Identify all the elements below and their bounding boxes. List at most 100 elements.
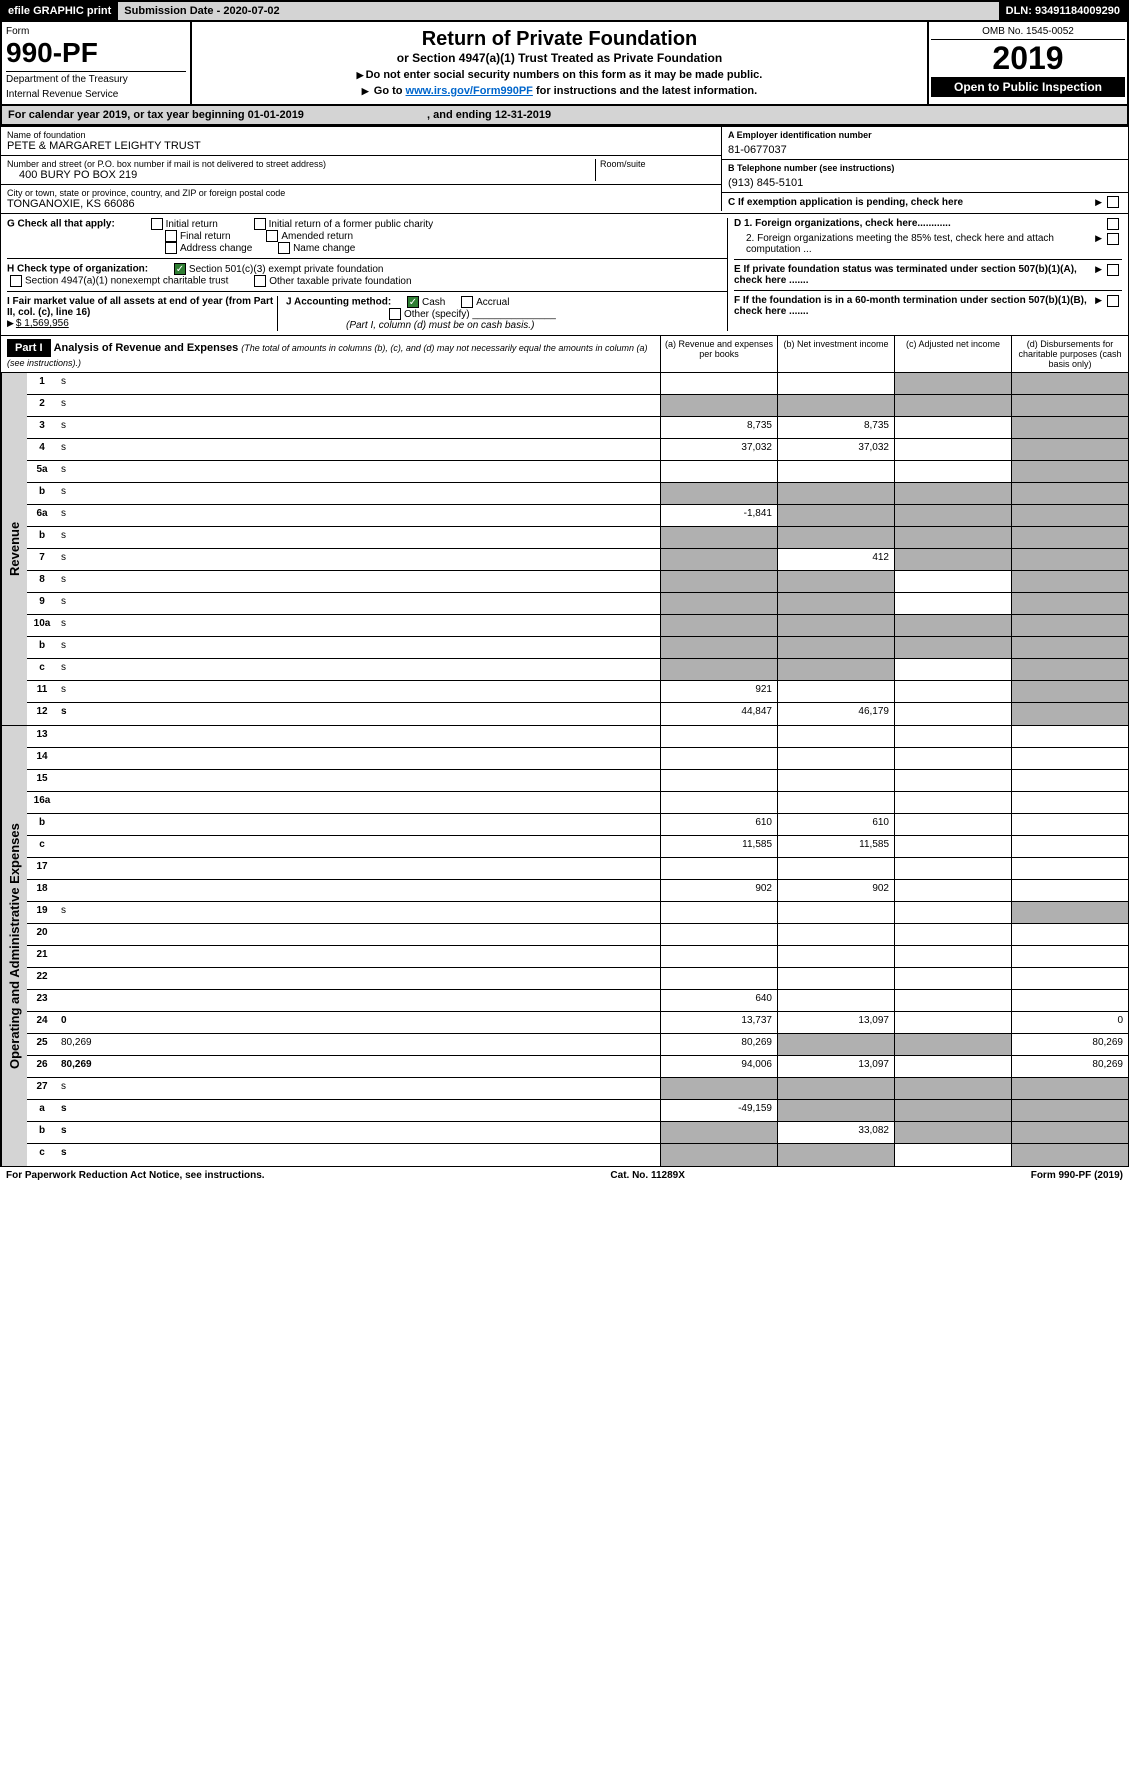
cell-shaded: [777, 659, 894, 680]
row-desc: s: [57, 549, 660, 570]
cell: [1011, 726, 1128, 747]
subtitle: or Section 4947(a)(1) Trust Treated as P…: [198, 51, 921, 65]
exemption-row: C If exemption application is pending, c…: [721, 193, 1128, 211]
table-row: c11,58511,585: [27, 836, 1128, 858]
table-row: 11s921: [27, 681, 1128, 703]
table-row: 16a: [27, 792, 1128, 814]
checkbox-h2[interactable]: [10, 275, 22, 287]
row-num: 13: [27, 726, 57, 747]
cell-shaded: [1011, 549, 1128, 570]
row-num: 15: [27, 770, 57, 791]
row-desc: s: [57, 527, 660, 548]
checkbox-e[interactable]: [1107, 264, 1119, 276]
cell: 902: [660, 880, 777, 901]
cell-shaded: [894, 395, 1011, 416]
cell-shaded: [660, 659, 777, 680]
cell: 610: [777, 814, 894, 835]
cell: [894, 770, 1011, 791]
cell: [894, 748, 1011, 769]
row-desc: 0: [57, 1012, 660, 1033]
checkbox-j1[interactable]: [407, 296, 419, 308]
row-desc: [57, 968, 660, 989]
cell-shaded: [777, 1034, 894, 1055]
checkbox-h3[interactable]: [254, 275, 266, 287]
top-bar: efile GRAPHIC print Submission Date - 20…: [0, 0, 1129, 22]
cell-shaded: [660, 395, 777, 416]
cell: [777, 946, 894, 967]
row-desc: [57, 726, 660, 747]
cell-shaded: [1011, 373, 1128, 394]
row-desc: [57, 748, 660, 769]
part1-label: Part I: [7, 339, 51, 357]
cell: [894, 902, 1011, 923]
table-row: cs: [27, 1144, 1128, 1166]
table-row: 2580,26980,26980,269: [27, 1034, 1128, 1056]
row-desc: [57, 880, 660, 901]
cell: 412: [777, 549, 894, 570]
row-num: a: [27, 1100, 57, 1121]
checkbox-d1[interactable]: [1107, 218, 1119, 230]
cell-shaded: [894, 1078, 1011, 1099]
table-row: 1s: [27, 373, 1128, 395]
checkbox-j3[interactable]: [389, 308, 401, 320]
row-num: b: [27, 814, 57, 835]
cell: 94,006: [660, 1056, 777, 1077]
checkbox-g3[interactable]: [165, 230, 177, 242]
cell: 921: [660, 681, 777, 702]
row-desc: [57, 836, 660, 857]
checkbox-f[interactable]: [1107, 295, 1119, 307]
form-id-block: Form 990-PF Department of the Treasury I…: [2, 22, 192, 104]
cell-shaded: [1011, 1144, 1128, 1166]
checkbox-g2[interactable]: [254, 218, 266, 230]
g-checks: G Check all that apply: Initial return I…: [7, 218, 727, 254]
table-row: bs: [27, 527, 1128, 549]
row-num: c: [27, 1144, 57, 1166]
row-num: 8: [27, 571, 57, 592]
checkbox-g4[interactable]: [266, 230, 278, 242]
efile-label: efile GRAPHIC print: [2, 2, 118, 20]
table-row: bs: [27, 637, 1128, 659]
cell: [660, 770, 777, 791]
row-desc: [57, 990, 660, 1011]
checkbox-d2[interactable]: [1107, 233, 1119, 245]
cell-shaded: [777, 1100, 894, 1121]
cell: [894, 461, 1011, 482]
table-row: bs: [27, 483, 1128, 505]
table-row: 24013,73713,0970: [27, 1012, 1128, 1034]
checkbox-g5[interactable]: [165, 242, 177, 254]
dept-irs: Internal Revenue Service: [6, 87, 186, 100]
table-row: 4s37,03237,032: [27, 439, 1128, 461]
footer-right: Form 990-PF (2019): [1031, 1170, 1123, 1181]
cell: 80,269: [660, 1034, 777, 1055]
form-label: Form: [6, 26, 186, 37]
irs-link[interactable]: www.irs.gov/Form990PF: [406, 85, 533, 97]
checkbox-g6[interactable]: [278, 242, 290, 254]
foundation-name: Name of foundation PETE & MARGARET LEIGH…: [1, 127, 721, 156]
cell-shaded: [1011, 527, 1128, 548]
cell: [777, 968, 894, 989]
row-num: 24: [27, 1012, 57, 1033]
row-num: 7: [27, 549, 57, 570]
cell: 44,847: [660, 703, 777, 725]
cell: -49,159: [660, 1100, 777, 1121]
checkbox-j2[interactable]: [461, 296, 473, 308]
cell: [777, 902, 894, 923]
row-num: b: [27, 483, 57, 504]
cell: [777, 373, 894, 394]
table-row: 22: [27, 968, 1128, 990]
cell: [777, 990, 894, 1011]
row-num: 10a: [27, 615, 57, 636]
checkbox-c[interactable]: [1107, 196, 1119, 208]
checkbox-g1[interactable]: [151, 218, 163, 230]
row-desc: s: [57, 417, 660, 438]
cell-shaded: [1011, 902, 1128, 923]
cell: [1011, 990, 1128, 1011]
cell: [894, 417, 1011, 438]
checkbox-h1[interactable]: [174, 263, 186, 275]
row-num: 21: [27, 946, 57, 967]
cell: [894, 1144, 1011, 1166]
cell: 37,032: [777, 439, 894, 460]
row-desc: [57, 946, 660, 967]
row-num: 6a: [27, 505, 57, 526]
i-j-row: I Fair market value of all assets at end…: [7, 291, 727, 331]
